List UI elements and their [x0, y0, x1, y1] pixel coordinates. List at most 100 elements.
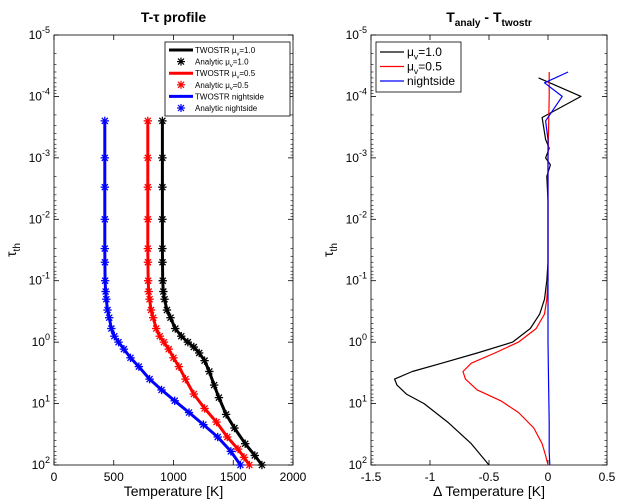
x-tick-label: 2000 [280, 470, 307, 484]
legend-marker [177, 80, 185, 89]
legend-label: TWOSTR μv=0.5 [195, 69, 256, 80]
x-tick-label: 1000 [160, 470, 187, 484]
y-tick-label: 101 [32, 394, 50, 411]
data-point-marker [236, 460, 245, 470]
x-axis-label: Temperature [K] [124, 483, 224, 499]
data-point-marker [100, 182, 109, 192]
y-tick-label: 10-4 [29, 86, 50, 103]
y-tick-label: 102 [349, 455, 367, 472]
data-point-marker [143, 215, 153, 224]
data-point-marker [200, 404, 209, 413]
x-tick-label: 1500 [220, 470, 247, 484]
data-point-marker [157, 385, 166, 395]
data-point-marker [158, 116, 167, 126]
x-tick-label: -1.5 [361, 470, 382, 484]
legend-frame [164, 41, 291, 117]
data-point-marker [199, 420, 208, 429]
data-point-marker [143, 153, 153, 163]
chart-panel-2: 10-5 10-4 10-3 10-2 10-1 100 101 102-1.5 -1 -0.5 0… [320, 9, 616, 499]
data-point-marker [143, 116, 153, 126]
y-tick-label: 102 [32, 455, 50, 472]
data-point-marker [143, 244, 153, 253]
data-point-marker [164, 344, 173, 354]
data-point-marker [214, 393, 224, 402]
y-tick-label: 101 [349, 394, 367, 411]
y-tick-label: 100 [349, 332, 367, 349]
data-point-marker [143, 182, 153, 192]
data-point-marker [257, 460, 267, 470]
data-point-marker [171, 324, 180, 333]
y-tick-label: 10-3 [346, 148, 367, 165]
data-point-marker [233, 444, 243, 454]
data-point-marker [101, 287, 110, 296]
y-tick-label: 10-5 [346, 25, 367, 42]
y-tick-label: 100 [32, 332, 50, 349]
data-point-marker [169, 353, 178, 363]
data-point-marker [194, 348, 204, 358]
data-point-marker [148, 313, 158, 322]
data-point-marker [245, 460, 254, 470]
y-tick-label: 10-4 [346, 86, 367, 103]
data-point-marker [143, 258, 153, 267]
series-markers [100, 116, 245, 470]
data-point-marker [205, 367, 214, 376]
series-line [160, 120, 264, 466]
data-point-marker [226, 447, 236, 456]
legend-label: Analytic μv=1.0 [195, 58, 249, 69]
data-point-marker [166, 313, 175, 322]
chart-title: Tanaly - Ttwostr [446, 9, 532, 29]
data-point-marker [158, 182, 167, 192]
y-axis-label: τth [320, 243, 340, 257]
data-point-marker [107, 324, 116, 333]
data-point-marker [103, 305, 112, 315]
data-point-marker [102, 295, 111, 304]
data-point-marker [151, 324, 161, 333]
data-point-marker [213, 432, 222, 442]
data-point-marker [100, 258, 110, 267]
y-tick-label: 10-1 [346, 271, 367, 288]
series-line [394, 77, 582, 466]
legend-label: μv=1.0 [407, 45, 442, 62]
data-point-marker [143, 276, 153, 285]
legend-label: Analytic nightside [195, 104, 258, 113]
plot-area-frame [370, 34, 608, 466]
data-point-marker [100, 276, 110, 285]
data-point-marker [158, 276, 167, 285]
chart-title: T-τ profile [141, 9, 207, 25]
y-tick-label: 10-1 [29, 271, 50, 288]
data-point-marker [170, 396, 179, 405]
y-tick-label: 10-5 [29, 25, 50, 42]
data-point-marker [209, 380, 219, 390]
data-point-marker [223, 432, 232, 442]
series-line [462, 72, 550, 466]
series-line [543, 71, 569, 466]
data-point-marker [114, 337, 123, 347]
data-point-marker [144, 287, 153, 296]
data-point-marker [160, 295, 169, 304]
data-point-marker [177, 331, 186, 341]
y-tick-label: 10-2 [29, 209, 50, 226]
data-point-marker [183, 337, 193, 347]
series-markers [158, 116, 267, 470]
data-point-marker [241, 439, 250, 448]
data-point-marker [230, 423, 239, 433]
data-point-marker [189, 389, 199, 399]
data-point-marker [100, 244, 109, 253]
legend-label: μv=0.5 [407, 60, 442, 77]
x-tick-label: 500 [104, 470, 124, 484]
data-point-marker [250, 451, 259, 460]
data-point-marker [239, 453, 249, 462]
data-point-marker [146, 305, 156, 315]
x-tick-label: 0 [51, 470, 58, 484]
x-tick-label: 0.5 [599, 470, 616, 484]
y-axis-label: τth [3, 243, 23, 257]
data-point-marker [158, 153, 167, 163]
legend-marker [177, 57, 185, 66]
data-point-marker [181, 374, 190, 384]
x-axis-label: Δ Temperature [K] [433, 483, 545, 499]
data-point-marker [105, 313, 114, 322]
legend-marker [177, 104, 185, 112]
